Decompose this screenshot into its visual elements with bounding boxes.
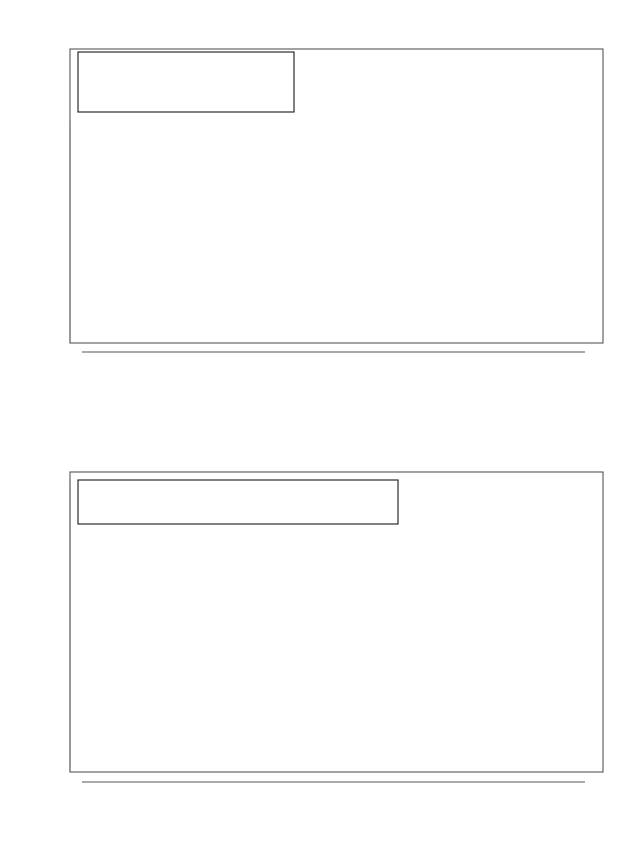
top-legend [77, 51, 295, 113]
panel-daily [69, 471, 604, 783]
top-legend-box [77, 51, 295, 113]
bottom-legend [77, 479, 399, 525]
bottom-legend-box [77, 479, 399, 525]
panel-accumulated [69, 48, 604, 353]
